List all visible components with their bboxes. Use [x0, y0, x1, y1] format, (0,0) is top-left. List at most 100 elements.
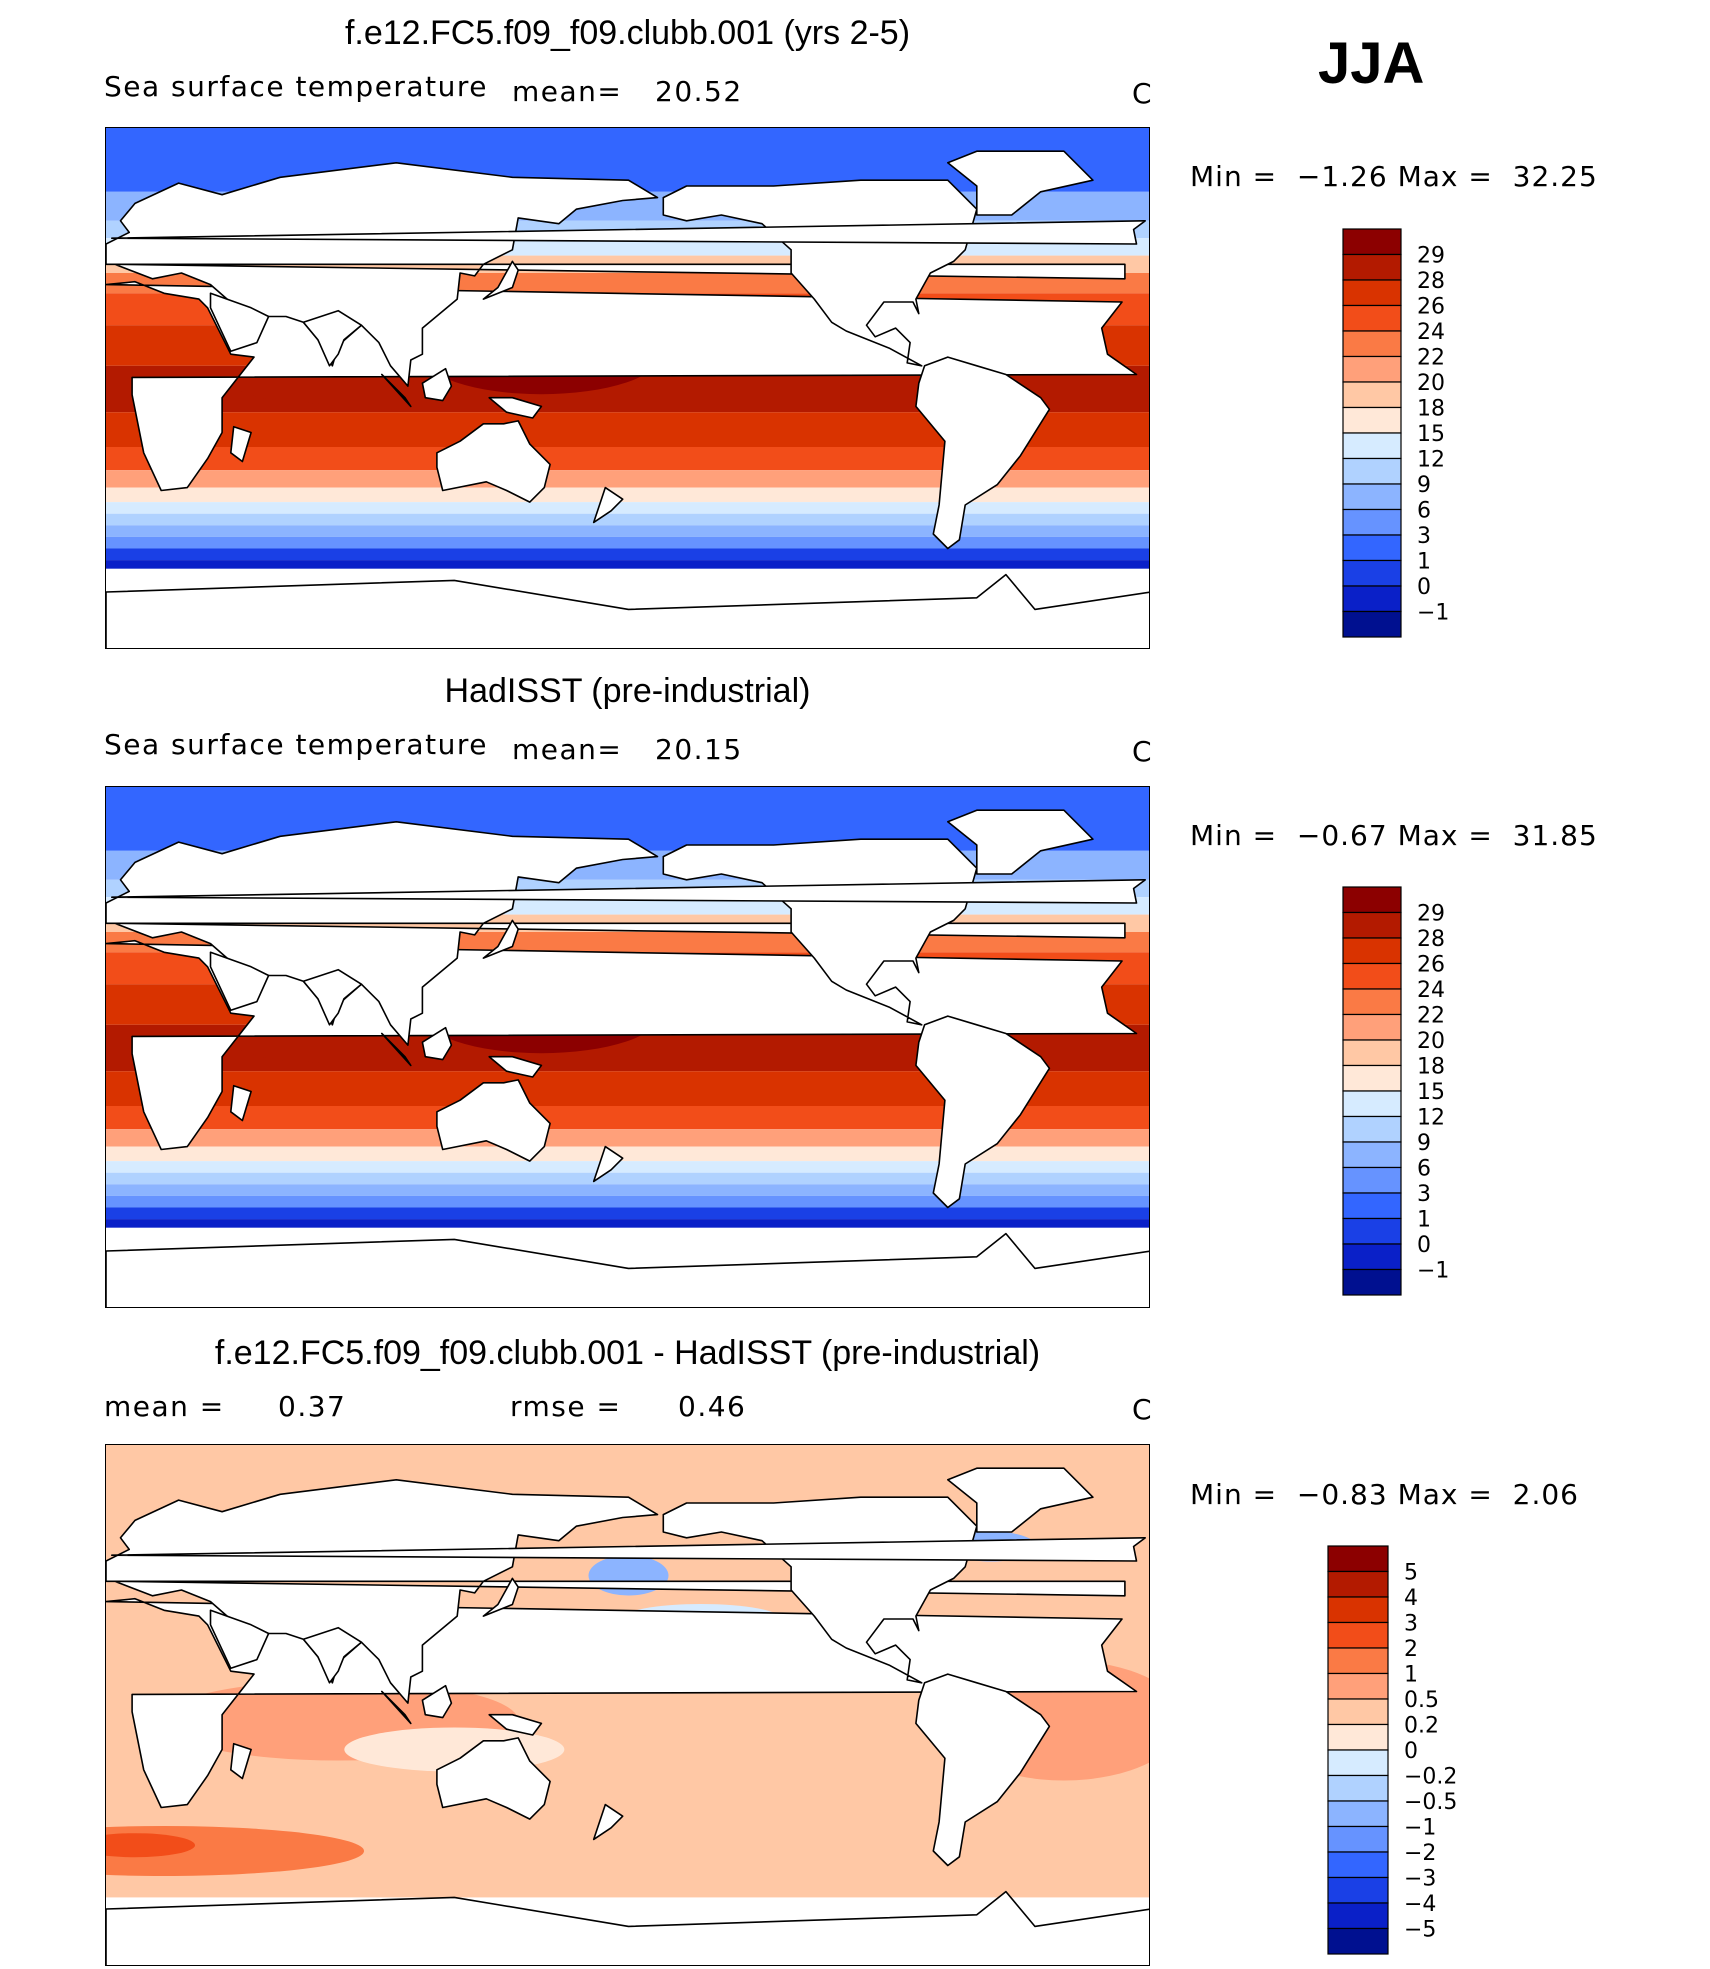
colorbar-tick-label: 29 — [1417, 902, 1445, 927]
colorbar-tick-label: 6 — [1417, 1157, 1431, 1182]
colorbar-tick-label: −3 — [1404, 1867, 1436, 1892]
sst-band — [106, 560, 1150, 569]
sst-band — [106, 525, 1150, 537]
panel1-title: f.e12.FC5.f09_f09.clubb.001 (yrs 2-5) — [105, 14, 1150, 53]
colorbar-box — [1343, 887, 1401, 913]
coastline — [106, 1892, 1150, 1966]
colorbar-tick-label: −0.5 — [1404, 1790, 1457, 1815]
sst-band — [106, 502, 1150, 514]
panel2-max-value: 31.85 — [1513, 819, 1598, 852]
colorbar-tick-label: 24 — [1417, 978, 1445, 1003]
colorbar-box — [1343, 561, 1401, 587]
panel2-units: C — [1132, 735, 1152, 768]
panel3-title: f.e12.FC5.f09_f09.clubb.001 - HadISST (p… — [105, 1334, 1150, 1373]
panel3-rmse-label: rmse = — [510, 1390, 621, 1423]
sst-band — [106, 1196, 1150, 1208]
sst-band — [106, 1173, 1150, 1185]
colorbar-tick-label: 26 — [1417, 953, 1445, 978]
colorbar-box — [1343, 1244, 1401, 1270]
colorbar-box — [1343, 510, 1401, 536]
colorbar-tick-label: 9 — [1417, 473, 1431, 498]
colorbar-box — [1343, 913, 1401, 939]
colorbar-box — [1343, 459, 1401, 485]
colorbar-box — [1328, 1776, 1388, 1802]
panel1-map-svg — [106, 128, 1150, 649]
colorbar-tick-label: 20 — [1417, 371, 1445, 396]
colorbar-box — [1343, 964, 1401, 990]
colorbar-box — [1343, 1015, 1401, 1041]
colorbar-tick-label: 15 — [1417, 1080, 1445, 1105]
panel3-min-label: Min = — [1190, 1478, 1277, 1511]
colorbar-tick-label: 2 — [1404, 1637, 1418, 1662]
colorbar-box — [1343, 989, 1401, 1015]
panel2-colorbar: 29 28 26 24 22 20 18 15 12 9 6 3 1 0 −1 — [1343, 887, 1463, 1297]
panel3-max-value: 2.06 — [1513, 1478, 1579, 1511]
colorbar-box — [1343, 1117, 1401, 1143]
colorbar-box — [1343, 255, 1401, 281]
colorbar-box — [1343, 433, 1401, 459]
colorbar-box — [1343, 1193, 1401, 1219]
panel2-max-label: Max = — [1398, 819, 1493, 852]
colorbar-box — [1343, 306, 1401, 332]
sst-band — [106, 514, 1150, 526]
colorbar-box — [1343, 408, 1401, 434]
colorbar-box — [1328, 1699, 1388, 1725]
panel1-max-label: Max = — [1398, 160, 1493, 193]
colorbar-box — [1343, 331, 1401, 357]
colorbar-box — [1328, 1852, 1388, 1878]
panel2-mean-value: 20.15 — [655, 733, 743, 766]
colorbar-tick-label: 29 — [1417, 244, 1445, 269]
colorbar-tick-label: 9 — [1417, 1131, 1431, 1156]
panel1-map — [105, 127, 1150, 649]
colorbar-tick-label: 24 — [1417, 320, 1445, 345]
sst-band — [106, 1184, 1150, 1196]
colorbar-tick-label: −4 — [1404, 1892, 1436, 1917]
colorbar-tick-label: 3 — [1404, 1612, 1418, 1637]
colorbar-box — [1343, 586, 1401, 612]
panel3-rmse-value: 0.46 — [678, 1390, 746, 1423]
colorbar-box — [1328, 1623, 1388, 1649]
colorbar-tick-label: 28 — [1417, 927, 1445, 952]
colorbar-tick-label: −0.2 — [1404, 1765, 1457, 1790]
colorbar-tick-label: 1 — [1417, 1208, 1431, 1233]
colorbar-box — [1343, 1091, 1401, 1117]
colorbar-tick-label: −2 — [1404, 1841, 1436, 1866]
colorbar-box — [1343, 1219, 1401, 1245]
panel2-min-value: −0.67 — [1297, 819, 1388, 852]
colorbar-box — [1328, 1725, 1388, 1751]
colorbar-tick-label: 4 — [1404, 1586, 1418, 1611]
colorbar-box — [1328, 1674, 1388, 1700]
colorbar-tick-label: −1 — [1417, 601, 1449, 626]
sst-band — [106, 1219, 1150, 1228]
colorbar-box — [1328, 1572, 1388, 1598]
sst-band — [106, 488, 1150, 503]
colorbar-box — [1343, 938, 1401, 964]
panel2-minmax: Min = −0.67 Max = 31.85 — [1190, 819, 1598, 852]
colorbar-tick-label: 3 — [1417, 1182, 1431, 1207]
colorbar-box — [1343, 1040, 1401, 1066]
colorbar-tick-label: 0.2 — [1404, 1714, 1439, 1739]
panel3-minmax: Min = −0.83 Max = 2.06 — [1190, 1478, 1579, 1511]
colorbar-tick-label: 18 — [1417, 1055, 1445, 1080]
panel2-variable: Sea surface temperature — [104, 728, 488, 761]
colorbar-box — [1328, 1878, 1388, 1904]
panel3-units: C — [1132, 1393, 1152, 1426]
colorbar-tick-label: −5 — [1404, 1918, 1436, 1943]
panel3-mean-label: mean = — [104, 1390, 225, 1423]
colorbar-tick-label: 26 — [1417, 295, 1445, 320]
panel1-mean-label: mean= — [512, 75, 622, 108]
panel2-map — [105, 786, 1150, 1308]
diff-patch — [537, 1734, 837, 1794]
colorbar-box — [1328, 1750, 1388, 1776]
colorbar-tick-label: 22 — [1417, 346, 1445, 371]
colorbar-tick-label: 12 — [1417, 1106, 1445, 1131]
colorbar-box — [1343, 1066, 1401, 1092]
panel3-colorbar: 5 4 3 2 1 0.5 0.2 0 −0.2 −0.5 −1 −2 −3 −4 −5 — [1328, 1546, 1463, 1956]
panel2-map-svg — [106, 787, 1150, 1308]
colorbar-box — [1328, 1801, 1388, 1827]
sst-band — [106, 537, 1150, 549]
colorbar-tick-label: 0 — [1417, 575, 1431, 600]
colorbar-box — [1328, 1597, 1388, 1623]
colorbar-tick-label: 15 — [1417, 422, 1445, 447]
colorbar-tick-label: 18 — [1417, 397, 1445, 422]
